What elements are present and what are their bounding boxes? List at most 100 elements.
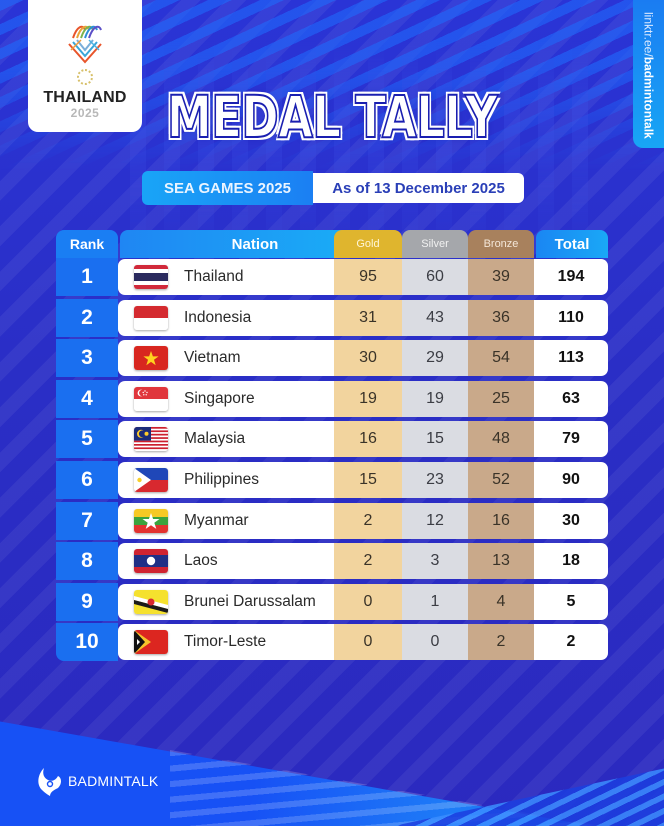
subtitle-banner: SEA GAMES 2025 As of 13 December 2025: [142, 171, 524, 205]
rank-cell: 9: [56, 582, 118, 621]
table-row: 5 Malaysia 16 15 48 79: [56, 420, 611, 461]
gold-count: 0: [334, 583, 402, 620]
nation-name: Brunei Darussalam: [184, 592, 316, 610]
nation-name: Myanmar: [184, 511, 249, 529]
total-count: 110: [558, 308, 584, 326]
gold-count: 95: [334, 259, 402, 295]
rank-cell: 3: [56, 339, 118, 378]
flag-philippines-icon: [134, 467, 168, 492]
flag-vietnam-icon: [134, 346, 168, 371]
nation-card: Laos 2 3 13 18: [118, 543, 608, 580]
header-rank: Rank: [56, 230, 118, 258]
rank-cell: 1: [56, 258, 118, 296]
nation-name: Indonesia: [184, 308, 252, 326]
nation-name: Malaysia: [184, 430, 246, 448]
flag-timor-leste-icon: [134, 630, 168, 655]
sea-games-emblem-icon: [68, 25, 102, 64]
nation-name: Thailand: [184, 268, 244, 285]
total-count: 2: [566, 633, 576, 651]
nation-name: Vietnam: [184, 349, 241, 367]
table-header: Rank Nation Gold Silver Bronze Total: [56, 230, 611, 258]
total-count: 113: [558, 349, 584, 367]
gold-count: 0: [334, 624, 402, 661]
bronze-count: 13: [468, 543, 534, 580]
footer-band: [0, 700, 664, 826]
bronze-count: 4: [468, 583, 534, 620]
event-logo-title: THAILAND: [43, 89, 127, 106]
bronze-count: 25: [468, 380, 534, 417]
flag-myanmar-icon: [134, 508, 168, 533]
linktree-tab[interactable]: linktr.ee/badmintontalk: [633, 0, 664, 148]
shuttlecock-logo-icon: [38, 768, 61, 796]
nation-card: Indonesia 31 43 36 110: [118, 299, 608, 336]
nation-card: Timor-Leste 0 0 2 2: [118, 624, 608, 661]
bronze-count: 2: [468, 624, 534, 661]
linktree-link[interactable]: linktr.ee/badmintontalk: [642, 12, 656, 139]
rank-cell: 6: [56, 460, 118, 499]
page-title: MEDAL TALLY: [166, 82, 499, 152]
table-body: 1 Thailand 95 60 39 194 2 Indonesia 31: [56, 258, 611, 664]
total-count: 63: [562, 389, 580, 407]
rank-cell: 10: [56, 623, 118, 662]
total-count: 30: [562, 511, 580, 529]
medal-table: Rank Nation Gold Silver Bronze Total 1 T…: [56, 230, 611, 664]
link-prefix: linktr.ee/: [641, 12, 656, 57]
event-logo-year: 2025: [70, 106, 100, 120]
bronze-count: 52: [468, 461, 534, 498]
event-logo: THAILAND 2025: [28, 0, 142, 132]
gold-count: 2: [334, 502, 402, 539]
header-total: Total: [536, 230, 608, 258]
flag-singapore-icon: [134, 386, 168, 411]
table-row: 2 Indonesia 31 43 36 110: [56, 298, 611, 340]
gold-count: 31: [334, 299, 402, 336]
table-row: 3 Vietnam 30 29 54 113: [56, 339, 611, 380]
table-row: 4 Singapore 19 19 25 63: [56, 379, 611, 421]
flag-laos-icon: [134, 549, 168, 574]
nation-name: Singapore: [184, 389, 255, 407]
bronze-count: 54: [468, 340, 534, 377]
nation-card: Myanmar 2 12 16 30: [118, 502, 608, 539]
header-bronze: Bronze: [468, 230, 534, 258]
silver-count: 1: [402, 583, 468, 620]
flag-thailand-icon: [134, 265, 168, 289]
silver-count: 43: [402, 299, 468, 336]
silver-count: 3: [402, 543, 468, 580]
flag-malaysia-icon: [134, 427, 168, 452]
sun-emblem-icon: [77, 69, 93, 85]
bronze-count: 39: [468, 259, 534, 295]
silver-count: 19: [402, 380, 468, 417]
rank-cell: 5: [56, 420, 118, 459]
gold-count: 30: [334, 340, 402, 377]
rank-cell: 4: [56, 379, 118, 418]
silver-count: 0: [402, 624, 468, 661]
silver-count: 29: [402, 340, 468, 377]
silver-count: 12: [402, 502, 468, 539]
table-row: 7 Myanmar 2 12 16 30: [56, 501, 611, 543]
silver-count: 60: [402, 259, 468, 295]
table-row: 9 Brunei Darussalam 0 1 4 5: [56, 582, 611, 624]
total-count: 5: [566, 592, 576, 610]
silver-count: 15: [402, 421, 468, 458]
nation-card: Thailand 95 60 39 194: [118, 259, 608, 295]
flag-indonesia-icon: [134, 305, 168, 330]
nation-name: Laos: [184, 552, 218, 570]
gold-count: 19: [334, 380, 402, 417]
nation-card: Philippines 15 23 52 90: [118, 461, 608, 498]
total-count: 18: [562, 552, 580, 570]
as-of-date: As of 13 December 2025: [313, 173, 524, 203]
gold-count: 16: [334, 421, 402, 458]
table-row: 6 Philippines 15 23 52 90: [56, 460, 611, 502]
link-handle: badmintontalk: [641, 56, 656, 139]
total-count: 194: [557, 268, 585, 285]
brand-logo: BADMINTALK: [36, 765, 158, 797]
bronze-count: 16: [468, 502, 534, 539]
event-name: SEA GAMES 2025: [142, 171, 313, 205]
table-row: 10 Timor-Leste 0 0 2 2: [56, 623, 611, 664]
nation-name: Philippines: [184, 470, 259, 488]
nation-card: Malaysia 16 15 48 79: [118, 421, 608, 458]
gold-count: 15: [334, 461, 402, 498]
total-count: 79: [562, 430, 580, 448]
header-silver: Silver: [402, 230, 468, 258]
flag-brunei-icon: [134, 589, 168, 614]
total-count: 90: [562, 470, 580, 488]
